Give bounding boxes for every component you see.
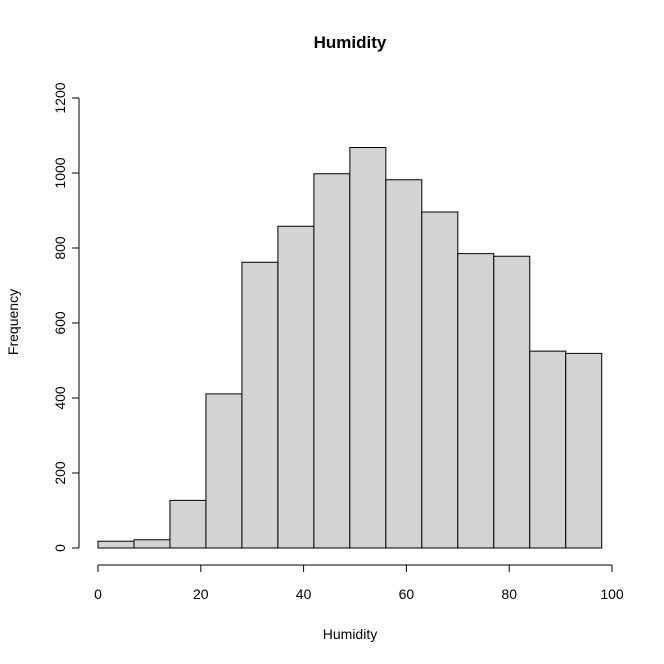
histogram-bar — [133, 539, 171, 549]
histogram-bar — [529, 350, 567, 549]
y-tick-label: 1000 — [52, 157, 68, 188]
chart-title: Humidity — [314, 33, 387, 52]
x-tick-label: 60 — [399, 586, 415, 602]
histogram-bar — [277, 225, 315, 549]
histogram-bar — [565, 352, 603, 549]
histogram-bar — [169, 499, 207, 549]
y-tick-label: 400 — [52, 386, 68, 410]
y-tick-label: 0 — [52, 544, 68, 552]
y-tick-label: 600 — [52, 311, 68, 335]
histogram-bar — [421, 211, 459, 549]
y-tick-label: 200 — [52, 461, 68, 485]
histogram-bar — [205, 393, 243, 549]
y-tick-label: 1200 — [52, 82, 68, 113]
y-tick-label: 800 — [52, 236, 68, 260]
x-axis: 0 20 40 60 80 100 — [94, 564, 624, 602]
x-axis-label: Humidity — [323, 626, 377, 642]
histogram-bar — [457, 253, 495, 549]
y-axis: 0 200 400 600 800 1000 1200 — [52, 82, 80, 552]
histogram-bar — [349, 147, 387, 549]
x-tick-label: 20 — [193, 586, 209, 602]
y-axis-label: Frequency — [5, 289, 21, 355]
x-tick-label: 80 — [501, 586, 517, 602]
bars-group — [97, 147, 603, 549]
histogram-bar — [493, 255, 531, 549]
histogram-bar — [241, 261, 279, 549]
histogram-bar — [313, 173, 351, 549]
x-tick-label: 40 — [296, 586, 312, 602]
histogram-bar — [385, 179, 423, 549]
histogram-bar — [97, 540, 135, 549]
x-tick-label: 100 — [600, 586, 624, 602]
x-tick-label: 0 — [94, 586, 102, 602]
